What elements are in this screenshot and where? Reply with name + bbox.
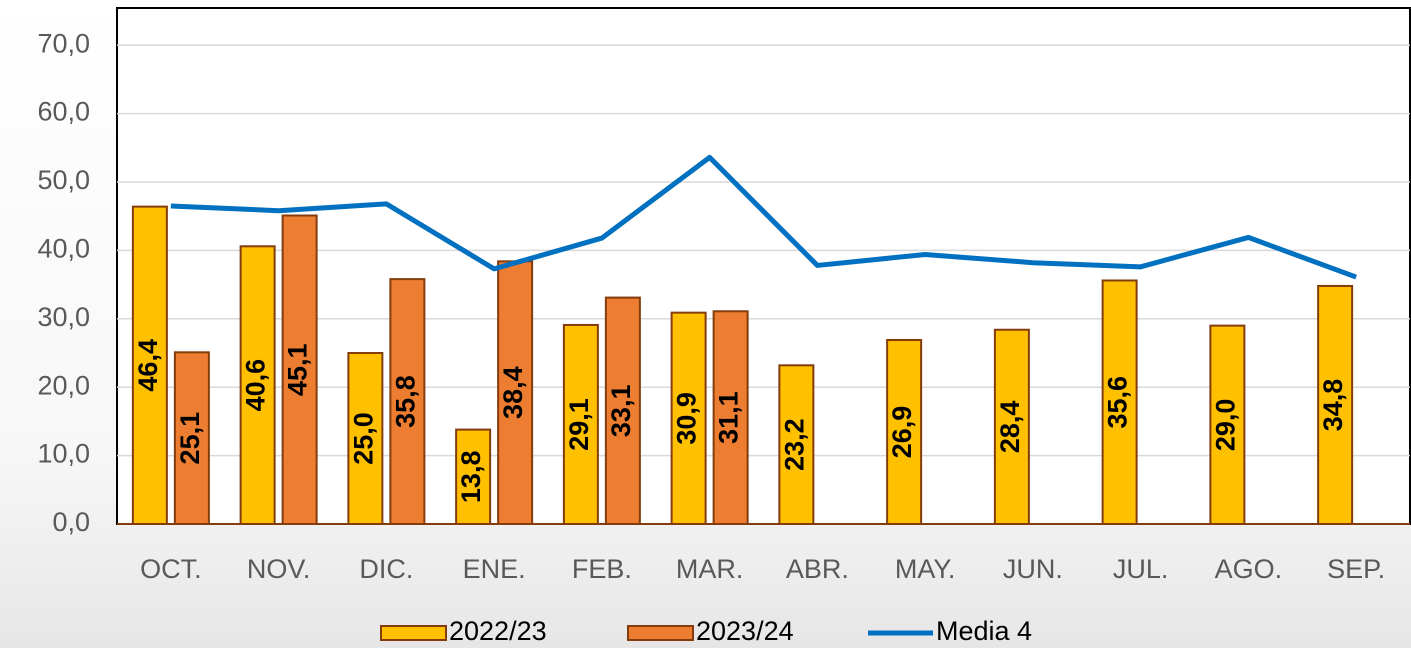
data-label: 35,6 bbox=[1103, 376, 1133, 429]
data-label: 40,6 bbox=[241, 359, 271, 412]
bar bbox=[993, 328, 1030, 525]
y-tick-label: 40,0 bbox=[37, 234, 90, 264]
bar bbox=[712, 310, 749, 525]
bar bbox=[389, 278, 426, 525]
data-label: 25,0 bbox=[349, 412, 379, 465]
bar bbox=[281, 214, 318, 526]
x-tick-label: MAY. bbox=[895, 554, 956, 584]
bar bbox=[239, 245, 276, 526]
data-label: 29,0 bbox=[1211, 399, 1241, 452]
bar bbox=[347, 352, 384, 525]
bar bbox=[173, 351, 210, 526]
x-tick-label: OCT. bbox=[140, 554, 202, 584]
legend-label: Media 4 bbox=[936, 616, 1032, 646]
line-series bbox=[170, 154, 1357, 280]
x-tick-label: JUN. bbox=[1003, 554, 1063, 584]
x-tick-label: ABR. bbox=[786, 554, 849, 584]
bar bbox=[1317, 284, 1354, 525]
data-label: 35,8 bbox=[391, 375, 421, 428]
y-tick-label: 30,0 bbox=[37, 302, 90, 332]
x-tick-label: JUL. bbox=[1113, 554, 1169, 584]
bar bbox=[886, 339, 923, 525]
y-tick-label: 0,0 bbox=[52, 507, 90, 537]
data-label: 45,1 bbox=[283, 343, 313, 396]
data-label: 26,9 bbox=[887, 406, 917, 459]
x-tick-label: AGO. bbox=[1215, 554, 1283, 584]
bar bbox=[455, 428, 492, 525]
data-label: 34,8 bbox=[1318, 379, 1348, 432]
data-label: 30,9 bbox=[672, 392, 702, 445]
bar bbox=[604, 296, 641, 526]
data-label: 38,4 bbox=[498, 366, 528, 419]
x-tick-label: MAR. bbox=[676, 554, 744, 584]
x-tick-label: ENE. bbox=[463, 554, 526, 584]
legend-label: 2022/23 bbox=[449, 616, 547, 646]
data-label: 31,1 bbox=[714, 391, 744, 444]
bar bbox=[670, 311, 707, 526]
plot-area bbox=[116, 7, 1411, 525]
legend-label: 2023/24 bbox=[696, 616, 794, 646]
data-label: 13,8 bbox=[456, 451, 486, 504]
x-tick-label: DIC. bbox=[359, 554, 413, 584]
bar bbox=[1101, 279, 1138, 525]
x-tick-label: SEP. bbox=[1327, 554, 1385, 584]
legend-swatch bbox=[627, 625, 694, 641]
data-label: 25,1 bbox=[175, 412, 205, 465]
x-tick-label: FEB. bbox=[572, 554, 632, 584]
y-tick-label: 70,0 bbox=[37, 28, 90, 58]
bar bbox=[562, 323, 599, 525]
y-tick-label: 60,0 bbox=[37, 97, 90, 127]
x-tick-label: NOV. bbox=[247, 554, 311, 584]
data-label: 29,1 bbox=[564, 398, 594, 451]
bar bbox=[778, 364, 815, 526]
legend-swatch bbox=[380, 625, 447, 641]
y-tick-label: 50,0 bbox=[37, 165, 90, 195]
data-label: 33,1 bbox=[606, 385, 636, 438]
y-tick-label: 20,0 bbox=[37, 370, 90, 400]
data-label: 28,4 bbox=[995, 401, 1025, 454]
y-tick-label: 10,0 bbox=[37, 439, 90, 469]
data-label: 46,4 bbox=[133, 339, 163, 392]
bar bbox=[131, 205, 168, 525]
data-label: 23,2 bbox=[780, 418, 810, 471]
